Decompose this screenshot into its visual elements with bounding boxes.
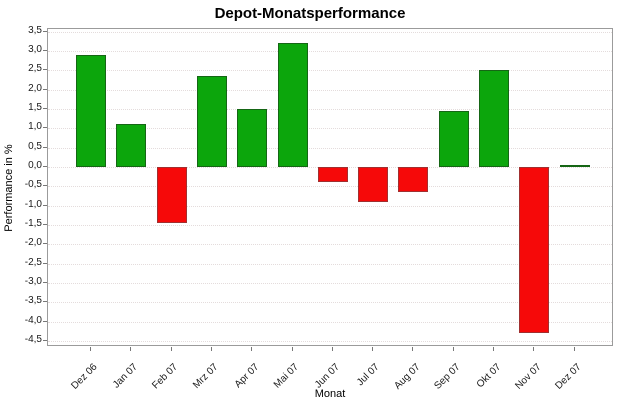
bar-okt-07 [479,70,509,167]
gridline [48,50,612,52]
y-tick-mark [43,69,47,71]
gridline [48,108,612,110]
x-tick-label: Feb 07 [150,361,181,392]
x-tick-label: Apr 07 [232,361,262,391]
y-tick-mark [43,185,47,187]
x-tick-mark [251,347,253,351]
x-tick-label: Mai 07 [272,361,302,391]
bar-feb-07 [156,167,187,224]
y-tick-label: -2,0 [24,237,42,249]
gridline [48,205,612,207]
y-tick-label: 2,5 [28,63,42,75]
x-tick-mark [90,347,91,351]
x-tick-mark [130,347,132,351]
bar-nov-07 [519,167,550,334]
bar-jan-07 [116,124,147,167]
x-tick-mark [291,347,293,351]
bar-dez-06 [76,54,106,167]
x-tick-mark [412,347,414,351]
y-tick-mark [43,224,47,226]
y-tick-label: -2,5 [24,256,42,268]
y-tick-mark [43,88,47,90]
x-tick-mark [452,347,454,351]
gridline [48,147,612,149]
bar-dez-07 [559,165,590,167]
x-tick-label: Jan 07 [111,361,141,391]
gridline [48,302,612,304]
y-tick-mark [43,243,47,245]
x-tick-mark [210,347,212,351]
gridline [48,186,612,188]
gridline [48,263,612,265]
y-tick-mark [43,127,47,129]
plot-area [47,28,613,346]
y-tick-label: 0,0 [28,160,42,171]
x-tick-mark [573,347,575,351]
y-tick-mark [43,204,47,206]
y-tick-mark [43,282,47,284]
y-tick-label: 2,0 [28,82,42,94]
bar-jul-07 [358,167,389,202]
x-tick-label: Jul 07 [355,361,382,389]
gridline [48,225,612,227]
gridline [48,89,612,91]
x-axis-title: Monat [314,388,346,400]
x-tick-mark [331,347,333,351]
gridline [48,31,612,33]
y-tick-label: 1,0 [28,121,42,133]
x-tick-mark [533,347,535,351]
x-tick-mark [372,347,374,351]
y-tick-mark [43,301,47,303]
y-tick-label: -3,5 [24,295,42,307]
y-tick-label: -4,0 [24,314,42,326]
y-tick-mark [43,30,47,32]
y-tick-label: -0,5 [24,179,42,191]
x-tick-label: Mrz 07 [191,361,221,392]
y-tick-label: -1,5 [24,218,42,230]
x-tick-label: Okt 07 [474,361,503,391]
gridline [48,283,612,285]
gridline [48,341,612,343]
y-tick-label: 3,0 [28,43,42,55]
y-tick-label: -1,0 [24,198,42,210]
x-tick-mark [493,347,494,351]
y-tick-mark [43,49,47,51]
y-tick-mark [43,340,47,342]
gridline [48,244,612,246]
x-tick-label: Jun 07 [312,361,342,391]
y-tick-label: 3,5 [28,24,42,36]
y-tick-mark [43,320,47,322]
gridline [48,128,612,130]
x-tick-mark [170,347,172,351]
bar-aug-07 [398,167,429,193]
y-tick-label: 0,5 [28,140,42,152]
gridline [48,321,612,323]
bar-jun-07 [317,167,348,183]
y-tick-mark [43,107,47,109]
y-tick-mark [43,146,47,148]
bar-apr-07 [237,108,268,167]
y-tick-label: 1,5 [28,101,42,113]
y-tick-label: -4,5 [24,334,42,346]
gridline [48,70,612,72]
bar-mrz-07 [196,76,227,167]
y-tick-mark [43,166,47,167]
y-tick-mark [43,262,47,264]
bar-sep-07 [438,110,469,167]
bar-mai-07 [277,43,308,167]
chart-title: Depot-Monatsperformance [214,5,406,22]
y-tick-label: -3,0 [24,276,42,288]
